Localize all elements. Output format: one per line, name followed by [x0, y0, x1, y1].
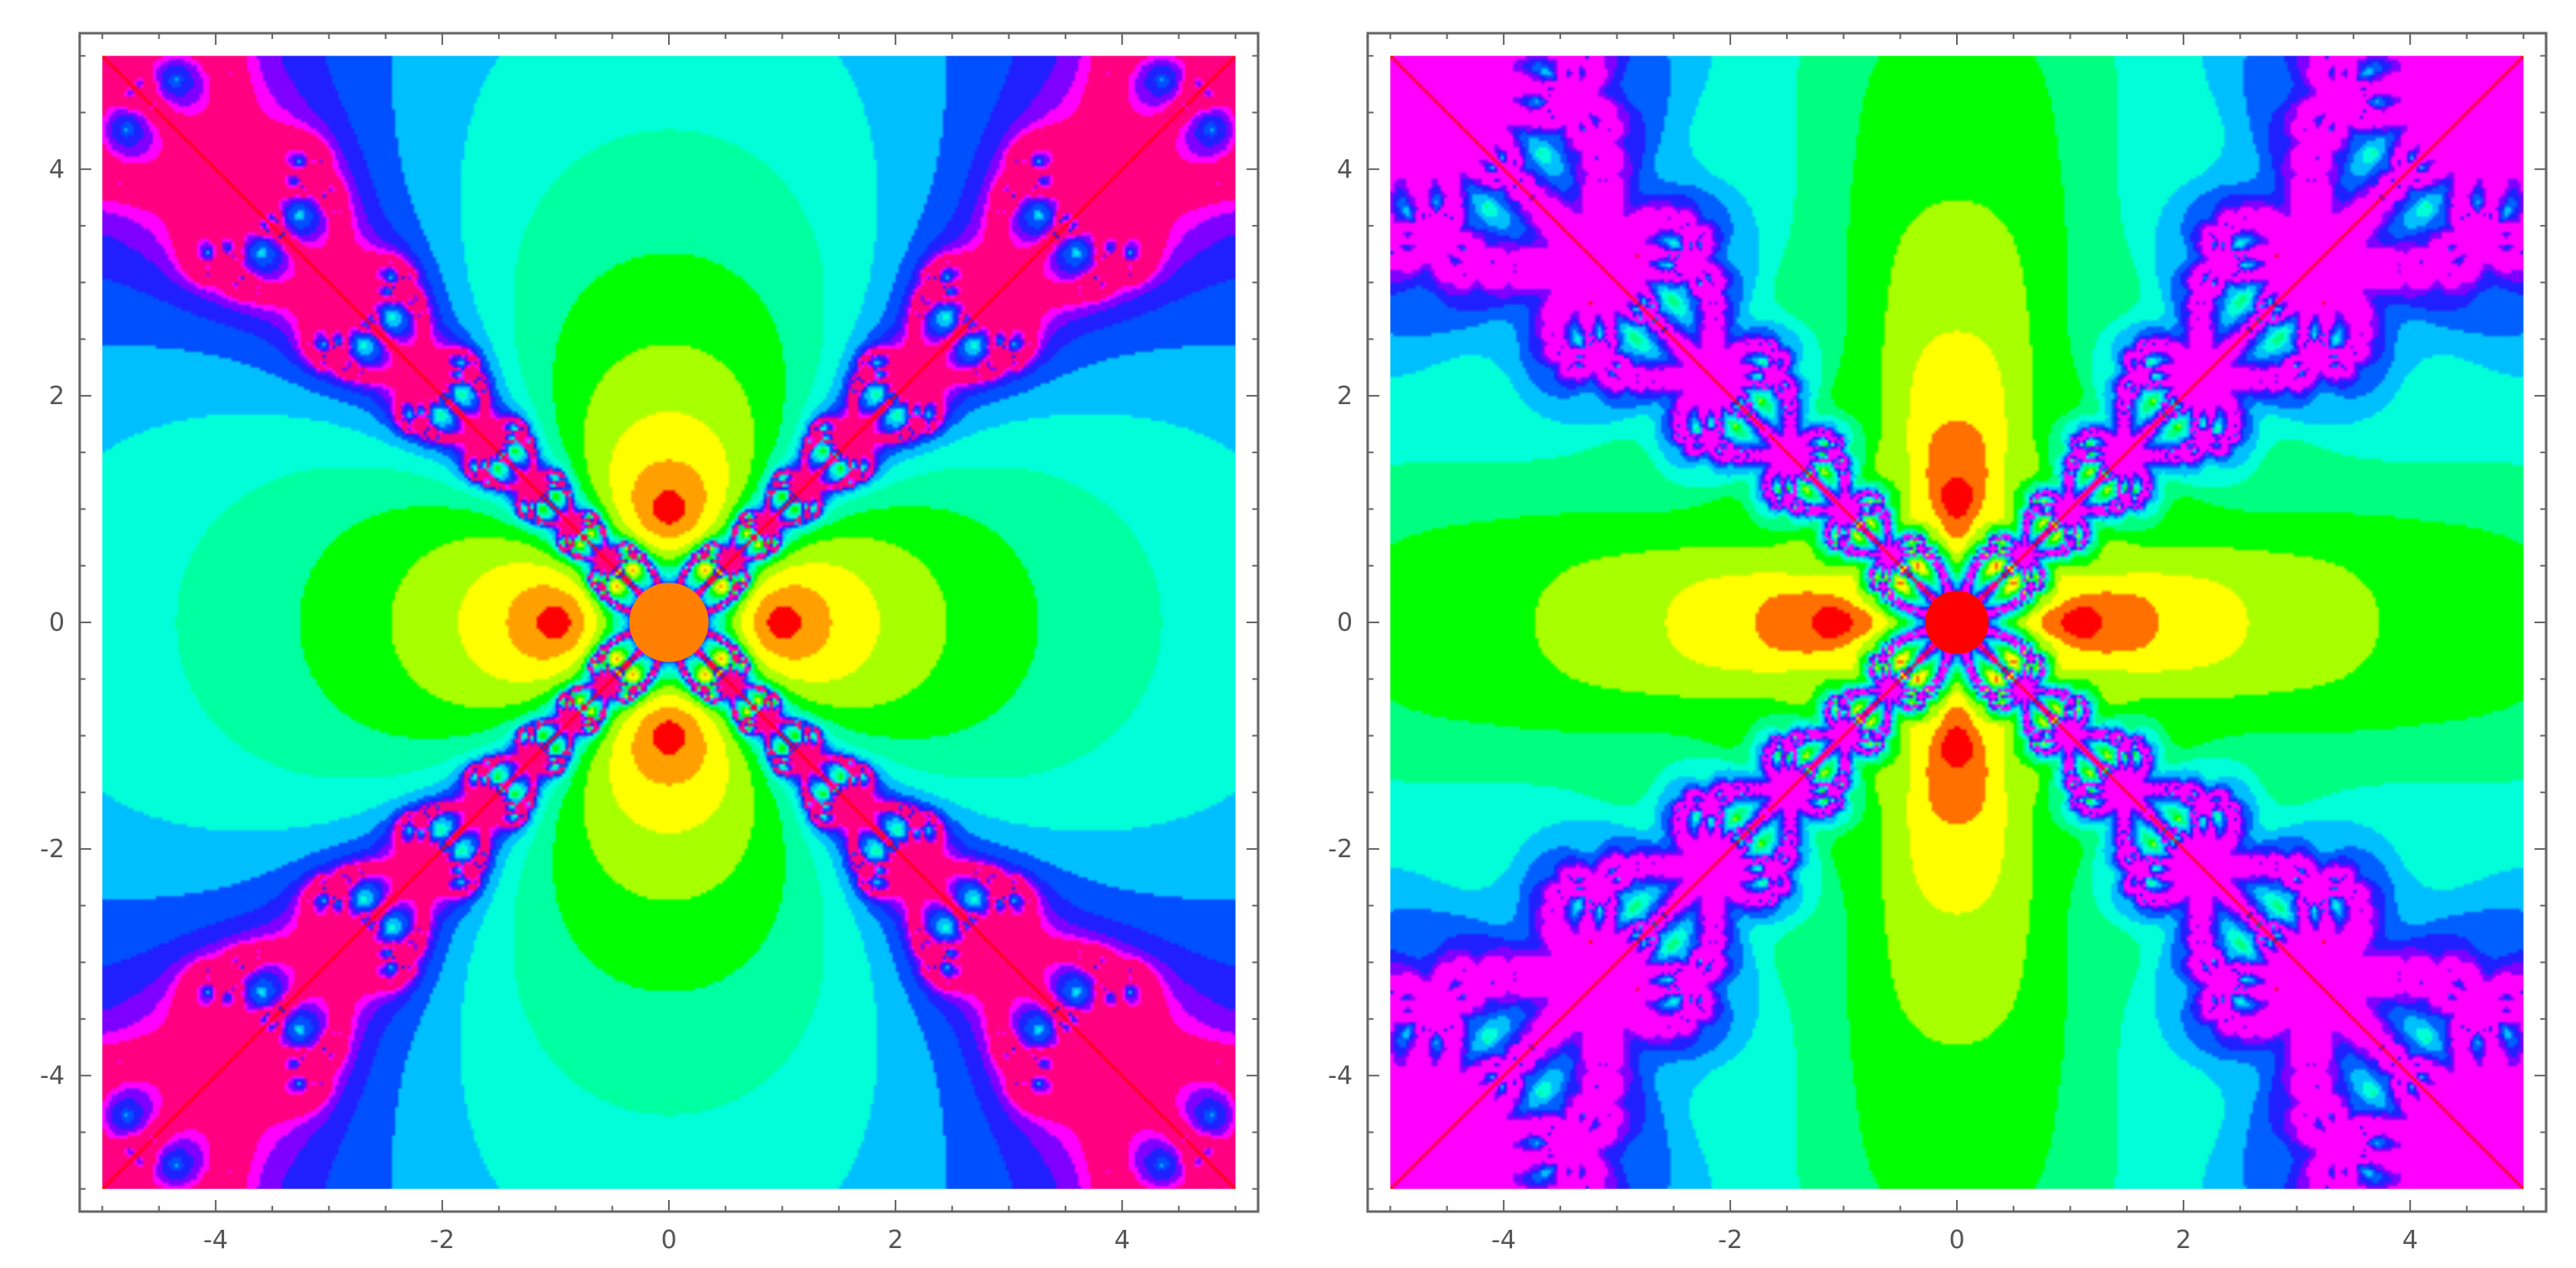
y-tick-label: -4 — [40, 1061, 65, 1090]
root-marker — [1949, 728, 1964, 744]
x-tick-label: -4 — [203, 1226, 228, 1255]
chart-left: -4 -2 0 2 4 -4 -2 0 2 4 — [40, 32, 1260, 1255]
x-tick-label: -2 — [1718, 1226, 1743, 1255]
y-tick-label: -4 — [1328, 1061, 1353, 1090]
x-tick-label: 4 — [2403, 1226, 2418, 1255]
x-tick-label: 4 — [1115, 1226, 1130, 1255]
root-marker — [774, 615, 790, 630]
root-marker — [548, 615, 564, 630]
x-tick-label: 2 — [888, 1226, 904, 1255]
root-marker — [2062, 615, 2078, 630]
y-tick-label: 2 — [1337, 382, 1353, 411]
chart-right: -4 -2 0 2 4 -4 -2 0 2 4 — [1288, 0, 2576, 1268]
center-disk — [629, 583, 709, 662]
x-tick-label: 2 — [2176, 1226, 2192, 1255]
y-tick-label: -2 — [1328, 835, 1353, 864]
y-tick-label: 0 — [49, 608, 65, 637]
center-disk — [1925, 590, 1989, 655]
y-tick-label: 2 — [49, 382, 65, 411]
root-marker — [1949, 501, 1964, 517]
y-tick-label: 4 — [1337, 155, 1353, 184]
y-tick-label: -2 — [40, 835, 65, 864]
chart-right-svg: -4 -2 0 2 4 -4 -2 0 2 4 — [1328, 32, 2548, 1255]
chart-left-svg: -4 -2 0 2 4 -4 -2 0 2 4 — [40, 32, 1260, 1255]
root-marker — [661, 728, 676, 744]
x-tick-label: -2 — [430, 1226, 455, 1255]
x-tick-label: 0 — [661, 1226, 676, 1255]
root-marker — [1836, 615, 1852, 630]
y-tick-label: 4 — [49, 155, 65, 184]
x-tick-label: 0 — [1949, 1226, 1964, 1255]
root-marker — [661, 501, 676, 517]
x-tick-label: -4 — [1491, 1226, 1516, 1255]
y-tick-label: 0 — [1337, 608, 1353, 637]
